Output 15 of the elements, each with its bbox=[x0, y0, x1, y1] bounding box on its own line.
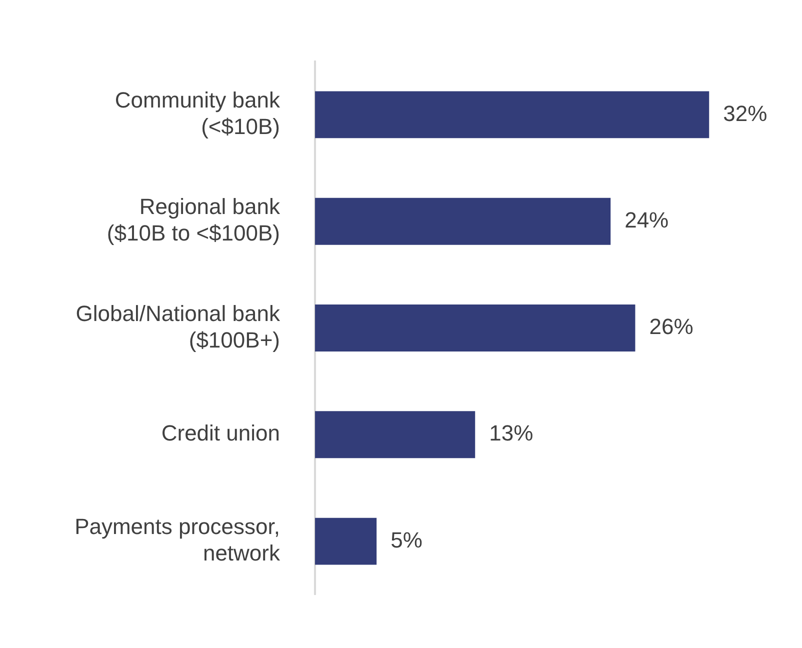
y-tick-label: Payments processor, network bbox=[74, 514, 281, 566]
bar bbox=[315, 304, 636, 352]
data-label: 24% bbox=[624, 207, 669, 232]
y-tick-label: Regional bank ($10B to <$100B) bbox=[106, 194, 281, 246]
data-label: 26% bbox=[649, 314, 694, 340]
y-tick-label: Global/National bank ($100B+) bbox=[76, 300, 281, 352]
data-label: 32% bbox=[723, 100, 768, 126]
bar bbox=[315, 411, 476, 458]
y-tick-label: Community bank (<$10B) bbox=[114, 88, 281, 139]
bar bbox=[315, 91, 710, 138]
bar bbox=[315, 198, 611, 245]
data-label: 13% bbox=[489, 420, 534, 446]
bar bbox=[315, 518, 377, 565]
data-label: 5% bbox=[390, 527, 422, 552]
y-tick-label: Credit union bbox=[161, 420, 280, 446]
